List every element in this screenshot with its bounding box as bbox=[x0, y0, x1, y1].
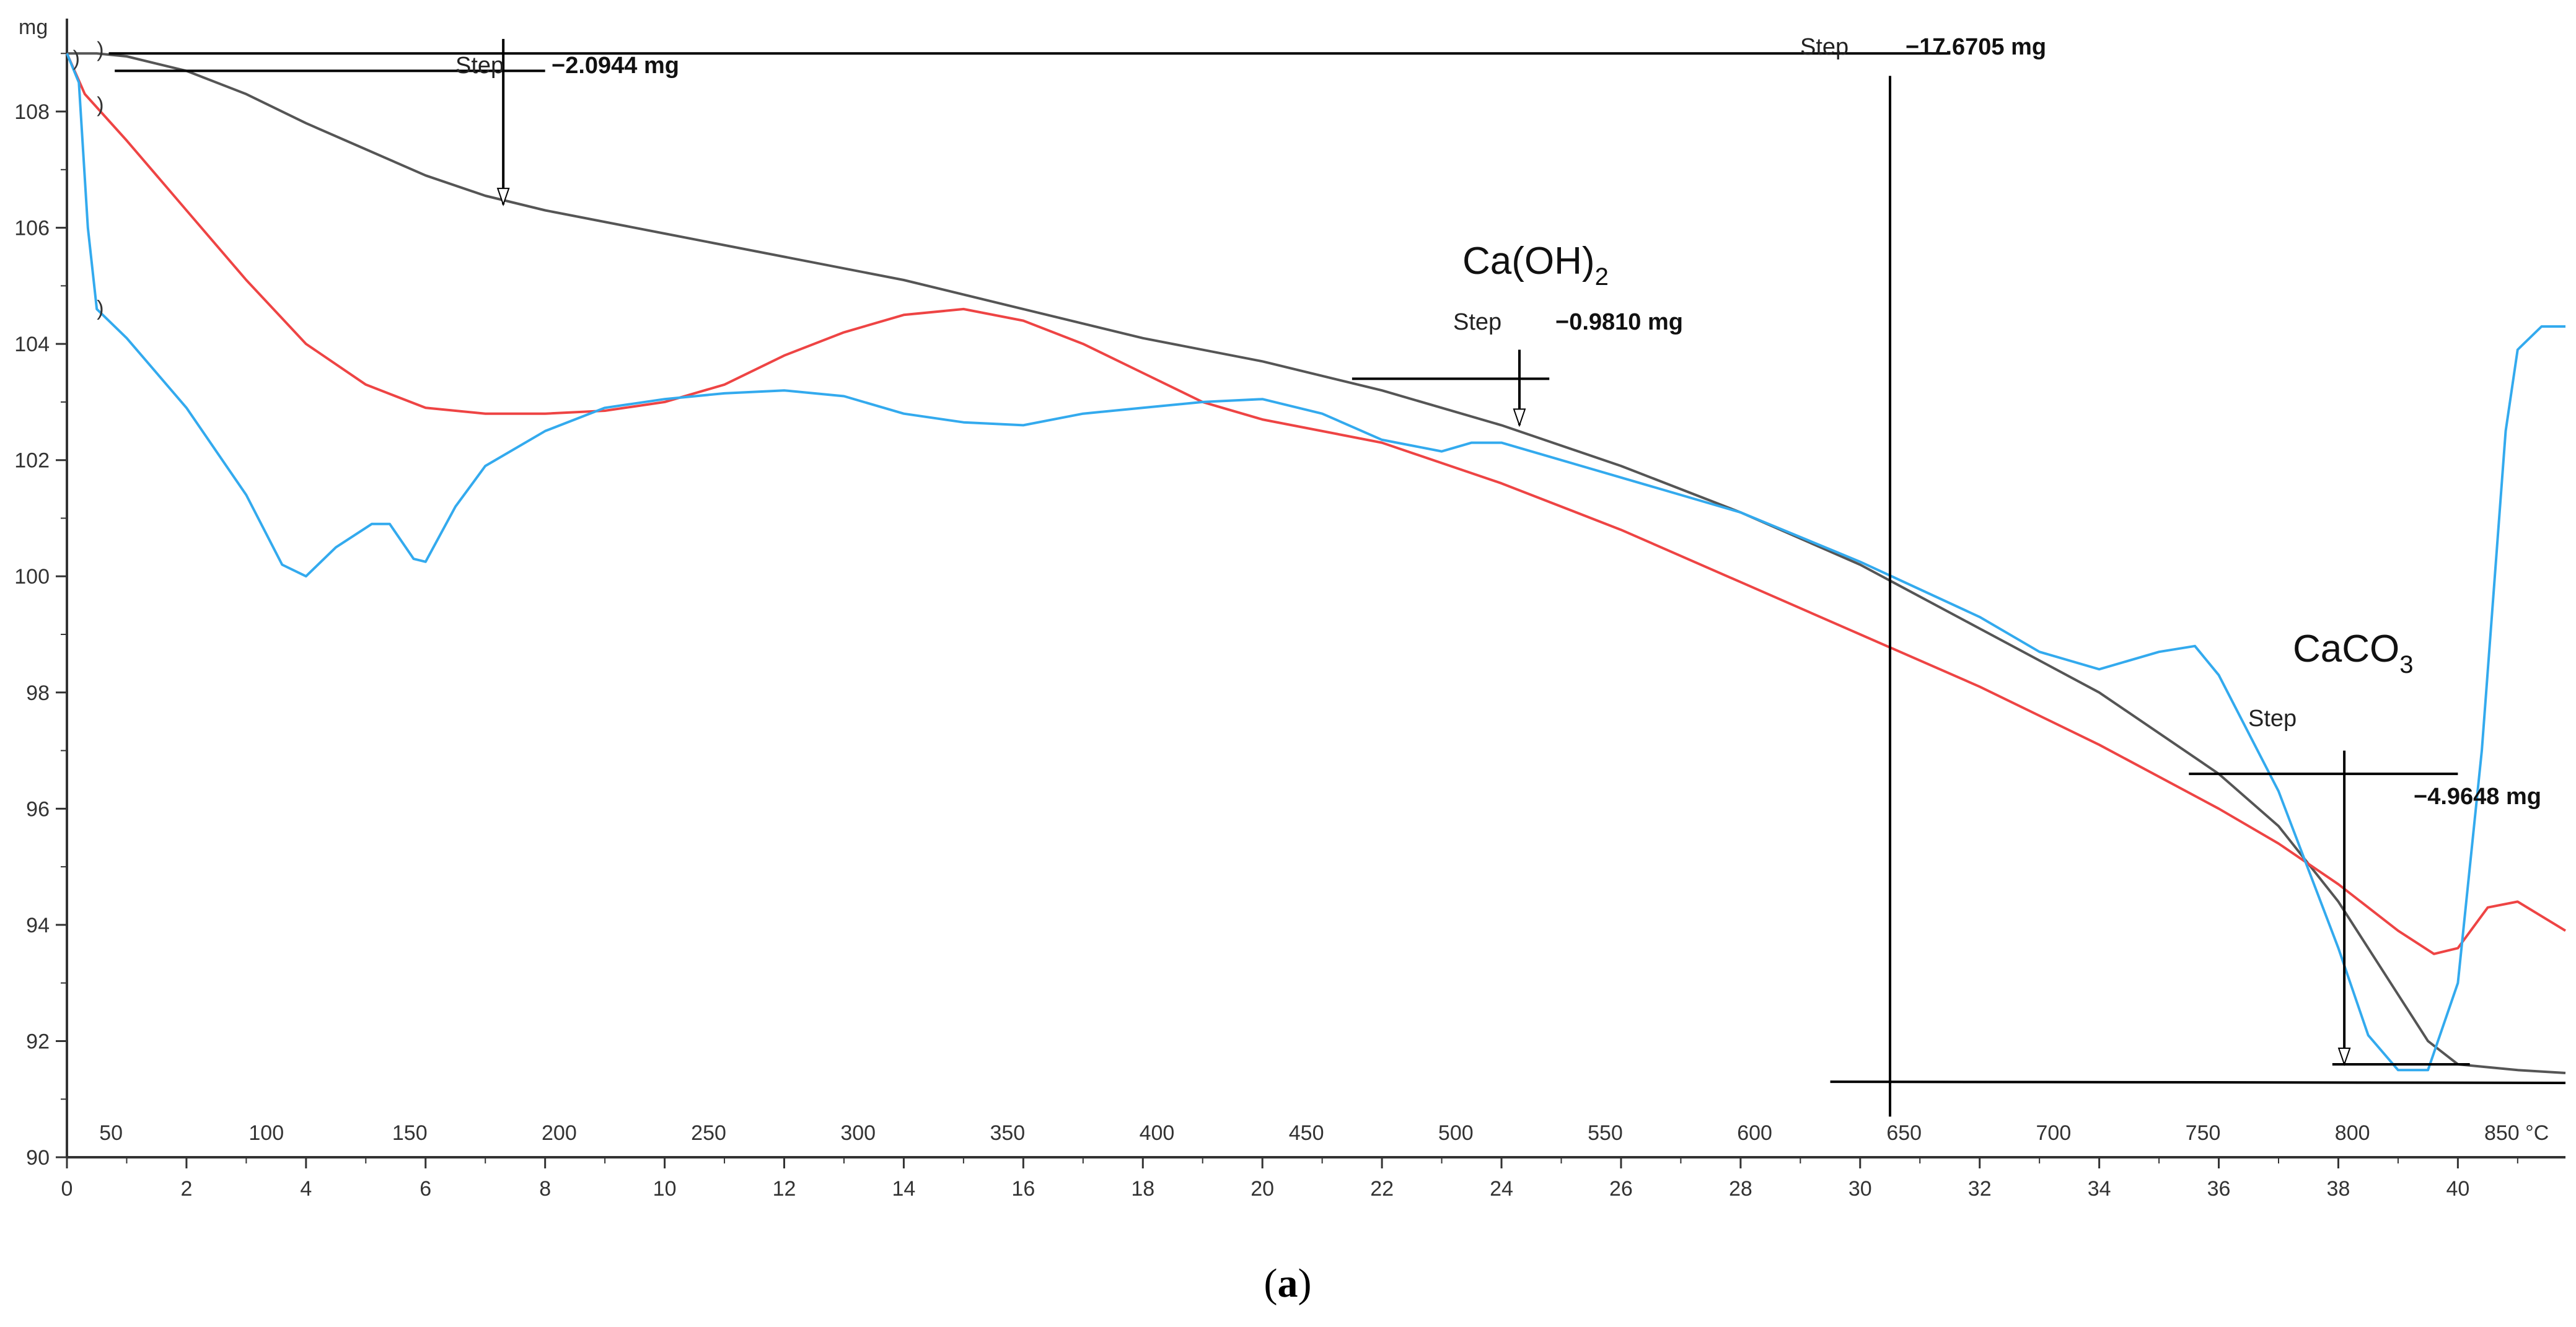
series-line-2 bbox=[66, 53, 2565, 1072]
temperature-tick-label: 700 bbox=[2036, 1121, 2072, 1145]
series-layer: )))) bbox=[66, 38, 2567, 1074]
temperature-tick-label: 850 °C bbox=[2484, 1121, 2549, 1145]
x-axis-ticks: 0 2 4 6 8 10 12 14 16 18 20 22 24 26 28 30 32 34 36 38 40 bbox=[61, 1157, 2518, 1201]
temperature-tick-label: 50 bbox=[99, 1121, 123, 1145]
temperature-tick-label: 100 bbox=[248, 1121, 284, 1145]
y-axis-label: mg bbox=[19, 15, 48, 39]
caco3-name: CaCO bbox=[2293, 628, 2399, 670]
red-marker: ) bbox=[73, 47, 80, 71]
y-tick-label: 90 bbox=[26, 1146, 50, 1170]
temperature-tick-label: 500 bbox=[1438, 1121, 1474, 1145]
x-tick-label: 18 bbox=[1131, 1177, 1154, 1201]
step2-arrow bbox=[1513, 408, 1526, 427]
x-tick-label: 4 bbox=[300, 1177, 312, 1201]
step2-label: Step bbox=[1453, 309, 1501, 335]
x-tick-label: 0 bbox=[61, 1177, 73, 1201]
caption-close: ) bbox=[1298, 1261, 1312, 1306]
step4-value: −4.9648 mg bbox=[2414, 784, 2541, 810]
y-tick-label: 96 bbox=[26, 797, 50, 821]
series-line-1 bbox=[66, 53, 2567, 955]
caoh2-subscript: 2 bbox=[1595, 263, 1609, 291]
step1-value: −2.0944 mg bbox=[552, 53, 679, 79]
step-layer bbox=[108, 38, 2566, 1117]
x-tick-label: 24 bbox=[1490, 1177, 1513, 1201]
y-tick-label: 102 bbox=[14, 449, 50, 473]
step3-label: Step bbox=[1800, 34, 1848, 60]
y-tick-label: 92 bbox=[26, 1030, 50, 1053]
y-tick-label: 108 bbox=[14, 100, 50, 124]
x-tick-label: 32 bbox=[1968, 1177, 1992, 1201]
red-marker: ) bbox=[97, 94, 103, 117]
temperature-tick-label: 150 bbox=[392, 1121, 428, 1145]
temperature-tick-label: 750 bbox=[2186, 1121, 2221, 1145]
x-tick-label: 20 bbox=[1251, 1177, 1274, 1201]
y-tick-label: 104 bbox=[14, 333, 50, 356]
temperature-tick-label: 350 bbox=[990, 1121, 1025, 1145]
caoh2-annotation: Ca(OH)2 bbox=[1462, 240, 1609, 291]
step4-label: Step bbox=[2248, 706, 2297, 732]
red-marker: ) bbox=[97, 297, 103, 320]
series-line-0 bbox=[67, 52, 2566, 1074]
x-tick-label: 28 bbox=[1729, 1177, 1752, 1201]
x-tick-label: 8 bbox=[539, 1177, 551, 1201]
x-tick-label: 40 bbox=[2446, 1177, 2469, 1201]
x-tick-label: 22 bbox=[1370, 1177, 1394, 1201]
caption-letter: a bbox=[1278, 1261, 1298, 1306]
temperature-ticks: 50 100 150 200 250 300 350 400 450 500 550 600 650 70… bbox=[99, 1121, 2549, 1145]
temperature-tick-label: 200 bbox=[542, 1121, 577, 1145]
step1-label: Step bbox=[455, 53, 504, 79]
temperature-tick-label: 450 bbox=[1289, 1121, 1324, 1145]
temperature-tick-label: 600 bbox=[1737, 1121, 1772, 1145]
y-tick-label: 100 bbox=[14, 565, 50, 589]
temperature-tick-label: 250 bbox=[691, 1121, 726, 1145]
y-tick-label: 94 bbox=[26, 914, 50, 937]
step3-value: −17.6705 mg bbox=[1906, 34, 2046, 60]
step3-bottom-line bbox=[1830, 1080, 2566, 1084]
temperature-tick-label: 550 bbox=[1588, 1121, 1623, 1145]
x-tick-label: 30 bbox=[1848, 1177, 1872, 1201]
temperature-tick-label: 800 bbox=[2335, 1121, 2370, 1145]
x-tick-label: 26 bbox=[1609, 1177, 1633, 1201]
red-marker: ) bbox=[97, 38, 103, 62]
caoh2-name: Ca(OH) bbox=[1462, 240, 1595, 282]
x-tick-label: 16 bbox=[1011, 1177, 1035, 1201]
temperature-tick-label: 650 bbox=[1886, 1121, 1922, 1145]
caco3-annotation: CaCO3 bbox=[2293, 628, 2414, 678]
y-tick-label: 98 bbox=[26, 681, 50, 705]
temperature-tick-label: 300 bbox=[840, 1121, 876, 1145]
x-tick-label: 10 bbox=[653, 1177, 677, 1201]
y-tick-label: 106 bbox=[14, 217, 50, 240]
step2-value: −0.9810 mg bbox=[1555, 309, 1683, 335]
caption-open: ( bbox=[1264, 1261, 1278, 1306]
x-tick-label: 12 bbox=[773, 1177, 796, 1201]
x-tick-label: 36 bbox=[2207, 1177, 2231, 1201]
x-tick-label: 14 bbox=[892, 1177, 916, 1201]
x-tick-label: 38 bbox=[2327, 1177, 2350, 1201]
step1-arrow bbox=[496, 188, 510, 207]
step4-arrow bbox=[2337, 1047, 2351, 1067]
x-tick-label: 2 bbox=[180, 1177, 192, 1201]
x-tick-label: 34 bbox=[2088, 1177, 2111, 1201]
caco3-subscript: 3 bbox=[2399, 651, 2413, 678]
y-axis-ticks: 90 92 94 96 98 100 102 104 106 108 bbox=[14, 53, 67, 1170]
figure-caption: (a) bbox=[1264, 1261, 1312, 1306]
x-tick-label: 6 bbox=[420, 1177, 431, 1201]
temperature-tick-label: 400 bbox=[1140, 1121, 1175, 1145]
